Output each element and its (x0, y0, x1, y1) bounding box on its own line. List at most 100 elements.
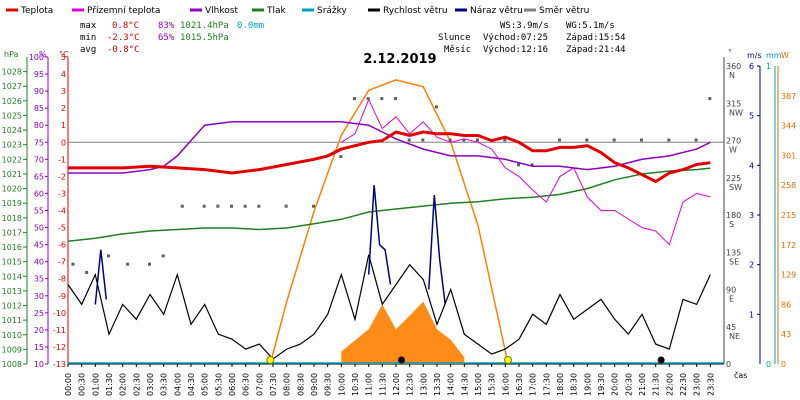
wind-direction-dot (394, 97, 397, 101)
direction-tick-label: 135 (726, 248, 741, 257)
direction-tick-label: 315 (726, 99, 741, 108)
axis-unit-mm: mm (766, 51, 782, 60)
time-tick-label: 21:30 (652, 373, 661, 396)
stats-max-press: 1021.4hPa (180, 21, 229, 31)
wind-direction-dot (476, 138, 479, 142)
axis-unit-hpa: hPa (4, 50, 19, 59)
wind-direction-dot (585, 138, 589, 142)
time-tick-label: 13:30 (433, 373, 442, 396)
moon-set: Západ:21:44 (566, 45, 626, 55)
pressure-tick-label: 1026 (2, 97, 22, 106)
time-tick-label: 22:30 (679, 373, 688, 396)
humidity-tick-label: 85 (34, 104, 44, 113)
time-tick-label: 02:30 (132, 373, 141, 396)
time-tick-label: 14:30 (460, 373, 469, 396)
time-tick-label: 07:30 (269, 373, 278, 396)
humidity-tick-label: 15 (34, 343, 44, 352)
wind-direction-dot (257, 204, 261, 208)
legend-label: Vlhkost (205, 6, 238, 16)
pressure-tick-label: 1027 (2, 82, 22, 91)
direction-tick-label: 90 (726, 286, 736, 295)
time-tick-label: 01:00 (91, 373, 100, 396)
pressure-tick-label: 1023 (2, 141, 22, 150)
time-tick-label: 19:30 (597, 373, 606, 396)
temperature-tick-label: 1 (61, 121, 66, 130)
time-tick-label: 21:00 (638, 373, 647, 396)
time-tick-label: 08:00 (283, 373, 292, 396)
pressure-tick-label: 1012 (2, 302, 22, 311)
stats-max-hum: 83% (158, 21, 175, 31)
time-tick-label: 22:00 (665, 373, 674, 396)
axis-unit-deg: ° (728, 48, 732, 57)
pressure-tick-label: 1008 (2, 360, 22, 369)
time-tick-label: 06:30 (242, 373, 251, 396)
solar-tick-label: 86 (781, 300, 791, 309)
pressure-tick-label: 1015 (2, 258, 22, 267)
pressure-tick-label: 1016 (2, 243, 22, 252)
wind-direction-dot (462, 138, 466, 142)
legend-label: Srážky (317, 6, 348, 16)
time-tick-label: 01:30 (105, 373, 114, 396)
wind-direction-dot (640, 138, 643, 142)
humidity-tick-label: 60 (34, 189, 44, 198)
wind-tick-label: 5 (749, 112, 754, 121)
compass-label: S (729, 220, 734, 229)
pressure-tick-label: 1010 (2, 331, 22, 340)
humidity-tick-label: 80 (34, 121, 44, 130)
direction-tick-label: 270 (726, 137, 741, 146)
sun-rise: Východ:07:25 (483, 33, 548, 43)
axis-unit-w: W (781, 51, 789, 60)
wind-speed-line (67, 254, 711, 360)
temperature-line (68, 130, 711, 184)
wind-direction-dot (694, 138, 698, 142)
wind-direction-dot (421, 138, 425, 142)
wind-gust-line (94, 249, 108, 305)
time-tick-label: 18:00 (556, 373, 565, 396)
wind-tick-label: 4 (749, 161, 754, 170)
compass-label: NE (729, 332, 740, 341)
time-tick-label: 16:00 (501, 373, 510, 396)
time-tick-label: 02:00 (119, 373, 128, 396)
legend-label: Rychlost větru (383, 6, 448, 16)
axis-unit-pct: % (39, 50, 47, 59)
pressure-tick-label: 1024 (2, 126, 22, 135)
time-tick-label: 12:00 (392, 373, 401, 396)
humidity-line (68, 121, 711, 174)
temperature-tick-label: -3 (58, 189, 66, 198)
pressure-tick-label: 1018 (2, 214, 22, 223)
stats-min-press: 1015.5hPa (180, 33, 229, 43)
time-tick-label: 04:30 (187, 373, 196, 396)
wind-direction-dot (230, 204, 233, 208)
rain-tick-label: 0 (766, 360, 771, 369)
time-tick-label: 15:30 (488, 373, 497, 396)
solar-tick-label: 129 (781, 271, 796, 280)
time-tick-label: 07:00 (255, 373, 264, 396)
temperature-tick-label: -8 (58, 275, 66, 284)
compass-label: W (729, 146, 737, 155)
moon-marker (397, 356, 405, 364)
temperature-tick-label: -12 (53, 343, 66, 352)
humidity-tick-label: 55 (34, 207, 44, 216)
legend-label: Náraz větru (470, 6, 523, 16)
wind-direction-dot (503, 138, 507, 142)
legend-label: Směr větru (539, 6, 589, 16)
wind-direction-dot (407, 138, 411, 142)
pressure-tick-label: 1021 (2, 170, 22, 179)
stats-avg-label: avg (80, 45, 96, 55)
pressure-tick-label: 1013 (2, 287, 22, 296)
moon-label: Měsíc (444, 45, 471, 55)
temperature-tick-label: -2 (58, 172, 66, 181)
time-tick-label: 17:30 (542, 373, 551, 396)
axis-unit-ms: m/s (747, 51, 762, 60)
wind-direction-dot (312, 204, 315, 208)
solar-tick-label: 172 (781, 241, 796, 250)
time-tick-label: 11:30 (378, 373, 387, 396)
pressure-line (67, 167, 711, 242)
axis-units: hPa % °C ° m/s mm W čas (4, 48, 789, 380)
stats-min-hum: 65% (158, 33, 175, 43)
time-tick-label: 06:00 (228, 373, 237, 396)
temperature-tick-label: 4 (61, 70, 66, 79)
stats-avg-temp: -0.8°C (107, 45, 140, 55)
